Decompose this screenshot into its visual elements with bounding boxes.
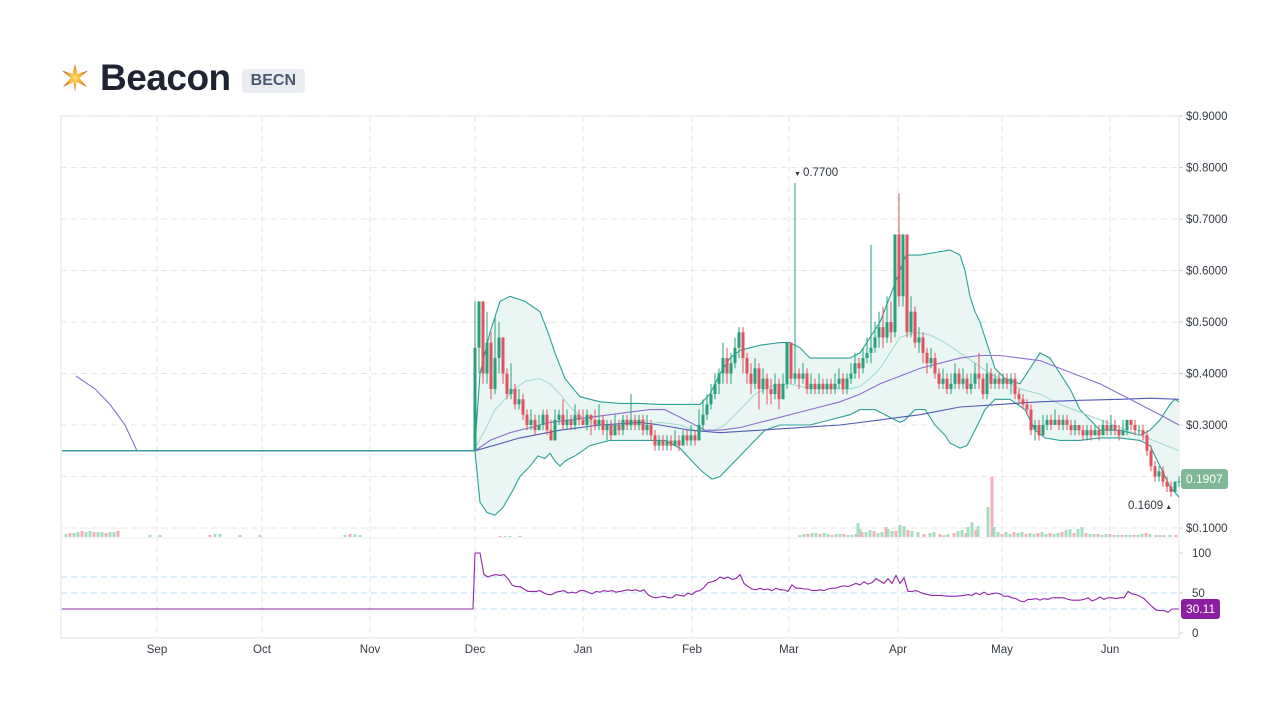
up-triangle-icon: ▲ [1165, 504, 1172, 511]
rsi-line [62, 552, 1179, 613]
svg-text:$0.4000: $0.4000 [1186, 369, 1228, 381]
last-rsi-tag: 30.11 [1181, 599, 1221, 619]
volume-bars [64, 477, 1178, 537]
svg-text:Sep: Sep [147, 644, 167, 656]
candlesticks [473, 182, 1181, 497]
chart-header: Beacon BECN [60, 56, 305, 100]
svg-text:Apr: Apr [889, 644, 907, 656]
svg-text:Nov: Nov [360, 644, 381, 656]
svg-text:Dec: Dec [465, 644, 486, 656]
svg-text:$0.9000: $0.9000 [1186, 111, 1228, 123]
svg-text:$0.3000: $0.3000 [1186, 420, 1228, 432]
asset-name: Beacon [100, 57, 231, 98]
svg-text:Feb: Feb [682, 644, 702, 656]
svg-text:$0.7000: $0.7000 [1186, 214, 1228, 226]
high-marker: ▼ 0.7700 [794, 167, 838, 179]
slow-moving-average-line [62, 397, 1180, 452]
svg-text:Jun: Jun [1101, 644, 1120, 656]
svg-text:$0.6000: $0.6000 [1186, 266, 1228, 278]
svg-text:May: May [991, 644, 1013, 656]
star-burst-icon [62, 64, 88, 92]
svg-text:50: 50 [1192, 588, 1205, 600]
svg-text:$0.5000: $0.5000 [1186, 317, 1228, 329]
svg-text:$0.8000: $0.8000 [1186, 163, 1228, 175]
last-price-tag: 0.1907 [1181, 469, 1228, 489]
ticker-badge: BECN [241, 69, 305, 93]
svg-text:Oct: Oct [253, 644, 272, 656]
low-marker: 0.1609 ▲ [1128, 500, 1172, 512]
fast-moving-average-line [75, 354, 1180, 452]
svg-text:0: 0 [1192, 628, 1198, 640]
svg-text:Jan: Jan [574, 644, 593, 656]
chart-axes: $0.9000 $0.8000 $0.7000 $0.6000 $0.5000 $0.40… [147, 111, 1228, 656]
down-triangle-icon: ▼ [794, 171, 801, 178]
bollinger-upper-line [474, 249, 1180, 446]
svg-text:100: 100 [1192, 548, 1211, 560]
bollinger-mid-line [474, 331, 1180, 452]
svg-text:Mar: Mar [779, 644, 799, 656]
svg-text:$0.1000: $0.1000 [1186, 523, 1228, 535]
